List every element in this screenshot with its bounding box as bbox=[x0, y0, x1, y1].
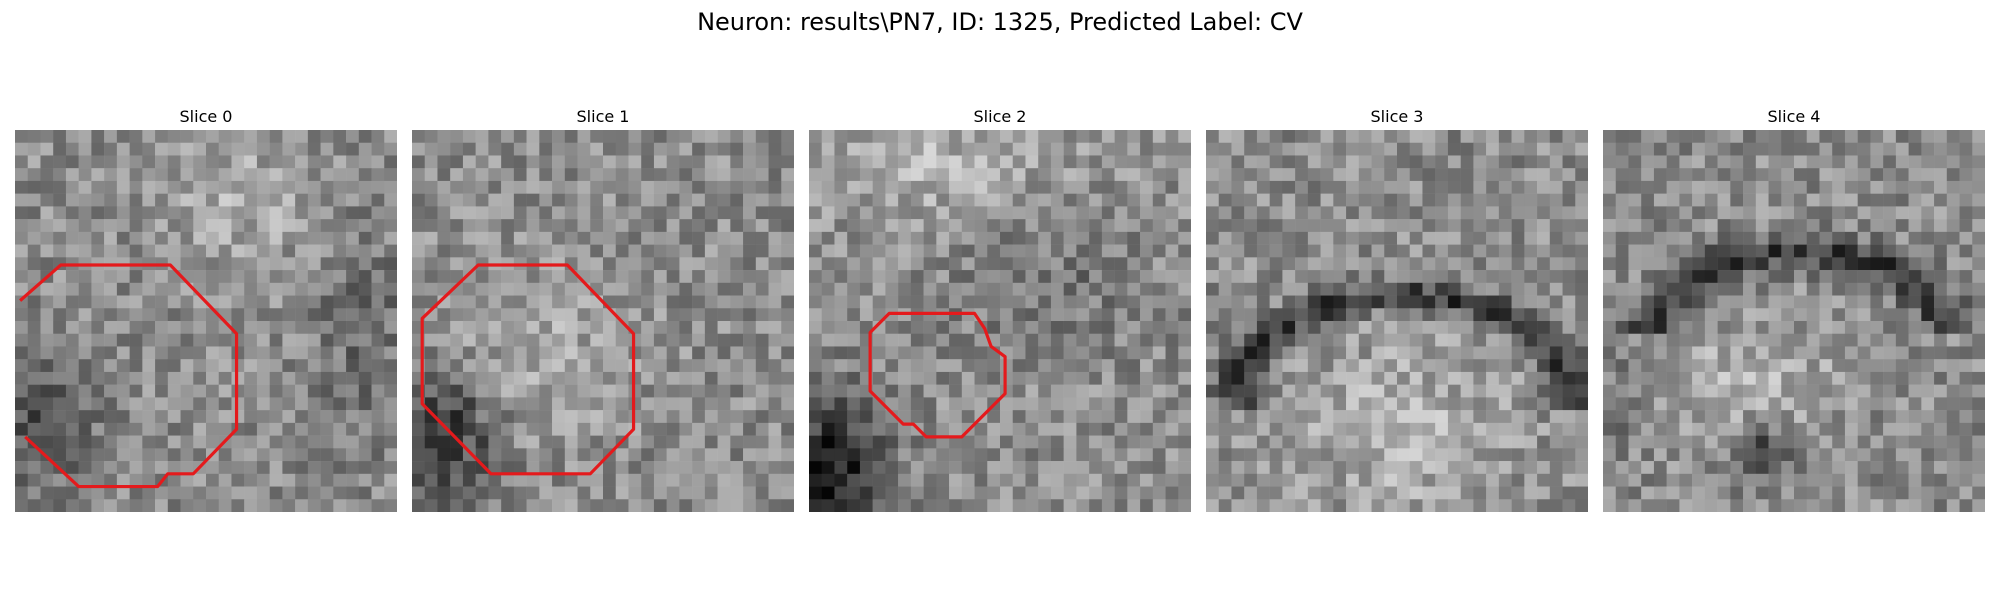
pixel-grid bbox=[412, 130, 794, 512]
figure-suptitle: Neuron: results\PN7, ID: 1325, Predicted… bbox=[697, 8, 1303, 36]
slice-panel-0: Slice 0 bbox=[15, 106, 397, 512]
slice-image bbox=[809, 130, 1191, 512]
slice-image bbox=[1206, 130, 1588, 512]
slice-image bbox=[1603, 130, 1985, 512]
pixel-grid bbox=[15, 130, 397, 512]
roi-contour bbox=[420, 263, 636, 476]
slice-panel-3: Slice 3 bbox=[1206, 106, 1588, 512]
pixel-grid bbox=[1603, 130, 1985, 512]
slice-image bbox=[412, 130, 794, 512]
slice-title: Slice 4 bbox=[1767, 107, 1821, 126]
slice-panel-1: Slice 1 bbox=[412, 106, 794, 512]
slice-title: Slice 1 bbox=[576, 107, 630, 126]
slice-panel-4: Slice 4 bbox=[1603, 106, 1985, 512]
slice-panel-2: Slice 2 bbox=[809, 106, 1191, 512]
roi-contour bbox=[868, 311, 1007, 439]
slice-title: Slice 2 bbox=[973, 107, 1027, 126]
slice-title: Slice 0 bbox=[179, 107, 233, 126]
roi-contour bbox=[19, 263, 239, 489]
slice-title: Slice 3 bbox=[1370, 107, 1424, 126]
pixel-grid bbox=[809, 130, 1191, 512]
pixel-grid bbox=[1206, 130, 1588, 512]
slice-image bbox=[15, 130, 397, 512]
